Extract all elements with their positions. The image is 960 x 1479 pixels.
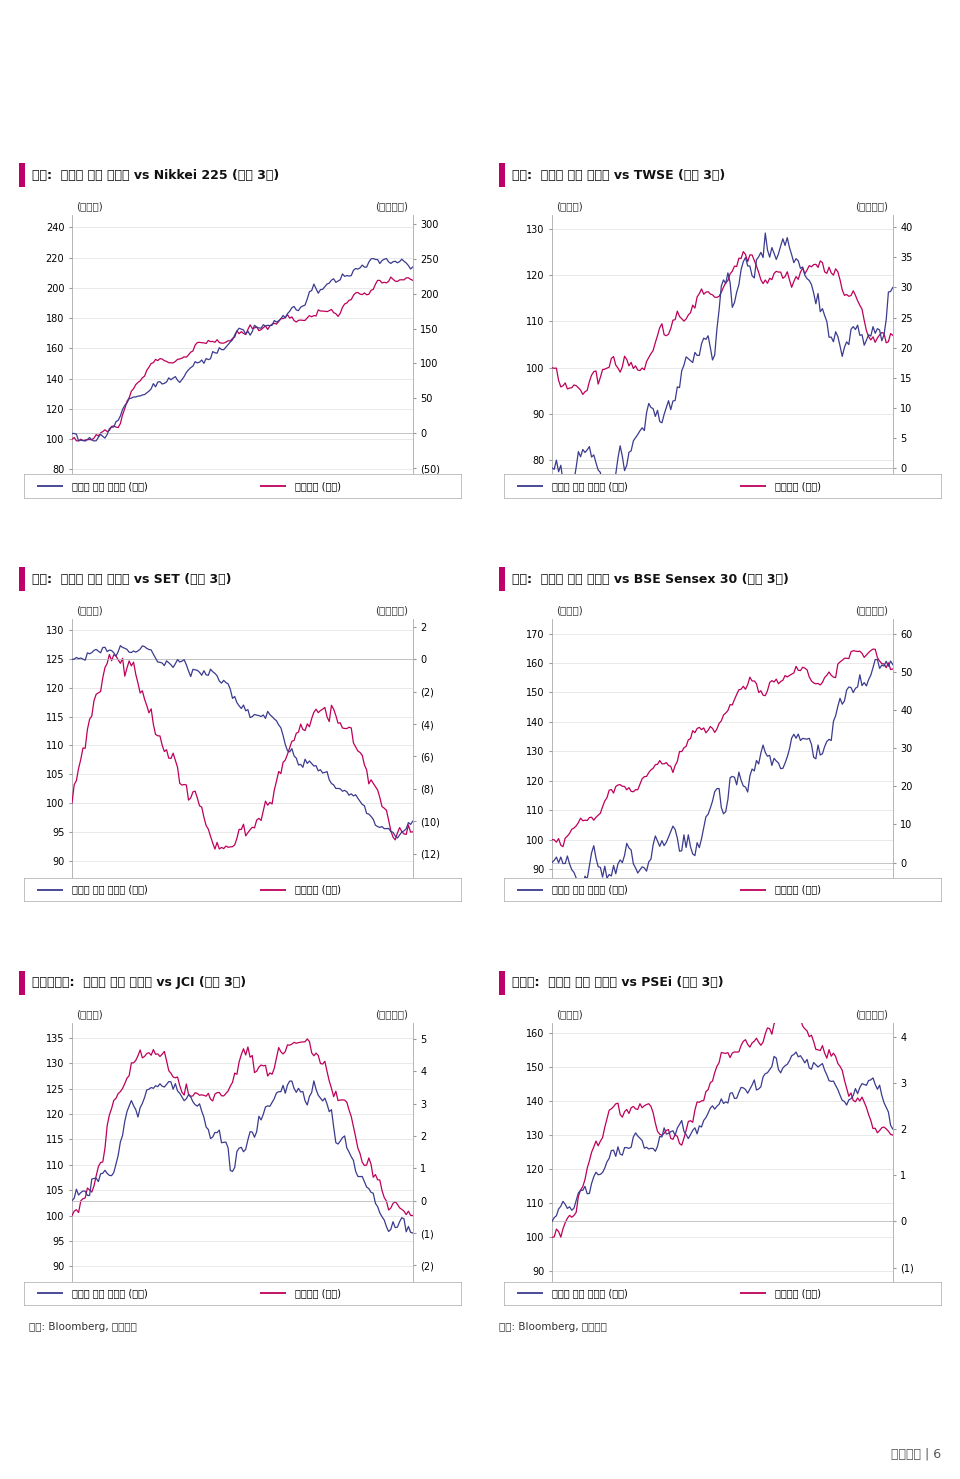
Text: 외국인 누적 순매수 (우측): 외국인 누적 순매수 (우측) [72, 884, 148, 895]
Text: 외국인 누적 순매수 (우측): 외국인 누적 순매수 (우측) [552, 1288, 628, 1299]
Text: (십억달러): (십억달러) [375, 605, 408, 615]
Text: (지수화): (지수화) [77, 1009, 103, 1019]
Text: (십억달러): (십억달러) [375, 201, 408, 211]
Text: 인도네시아:  외국인 누적 순매수 vs JCI (최근 3년): 인도네시아: 외국인 누적 순매수 vs JCI (최근 3년) [32, 976, 246, 989]
Text: 태국:  외국인 누적 순매수 vs SET (최근 3년): 태국: 외국인 누적 순매수 vs SET (최근 3년) [32, 572, 231, 586]
Text: (지수화): (지수화) [77, 605, 103, 615]
Text: 외국인 누적 순매수 (우측): 외국인 누적 순매수 (우측) [72, 1288, 148, 1299]
Text: 주가지수 (좌측): 주가지수 (좌측) [775, 481, 821, 491]
Text: 주가지수 (좌측): 주가지수 (좌측) [775, 1288, 821, 1299]
Text: (지수화): (지수화) [557, 201, 583, 211]
Text: (십억달러): (십억달러) [855, 605, 888, 615]
Text: 2015. 9. 25: 2015. 9. 25 [12, 52, 76, 61]
Text: 일본:  외국인 누적 순매수 vs Nikkei 225 (최근 3년): 일본: 외국인 누적 순매수 vs Nikkei 225 (최근 3년) [32, 169, 279, 182]
Bar [19, 566, 25, 592]
Bar [19, 970, 25, 995]
Text: Fund Flow Weekly: Fund Flow Weekly [13, 15, 169, 31]
Text: 주가지수 (좌측): 주가지수 (좌측) [775, 884, 821, 895]
Text: 외국인 누적 순매수 (우측): 외국인 누적 순매수 (우측) [552, 884, 628, 895]
Text: 삼성증권 | 6: 삼성증권 | 6 [891, 1448, 941, 1460]
Bar [499, 163, 505, 188]
Text: 자료: Bloomberg, 삼성증권: 자료: Bloomberg, 삼성증권 [499, 1322, 607, 1331]
Text: 자료: Bloomberg, 삼성증권: 자료: Bloomberg, 삼성증권 [29, 1322, 136, 1331]
Text: 대만:  외국인 누적 순매수 vs TWSE (최근 3년): 대만: 외국인 누적 순매수 vs TWSE (최근 3년) [512, 169, 725, 182]
Text: (십억달러): (십억달러) [855, 201, 888, 211]
Text: 필리핀:  외국인 누적 순매수 vs PSEi (최근 3년): 필리핀: 외국인 누적 순매수 vs PSEi (최근 3년) [512, 976, 724, 989]
Bar [499, 970, 505, 995]
Text: 주가지수 (좌측): 주가지수 (좌측) [295, 481, 341, 491]
Text: 인도:  외국인 누적 순매수 vs BSE Sensex 30 (최근 3년): 인도: 외국인 누적 순매수 vs BSE Sensex 30 (최근 3년) [512, 572, 789, 586]
Bar [499, 566, 505, 592]
Text: (십억달러): (십억달러) [375, 1009, 408, 1019]
Text: (지수화): (지수화) [557, 1009, 583, 1019]
Text: (십억달러): (십억달러) [855, 1009, 888, 1019]
Text: 주가지수 (좌측): 주가지수 (좌측) [295, 1288, 341, 1299]
Text: (지수화): (지수화) [77, 201, 103, 211]
Text: 주가지수 (좌측): 주가지수 (좌측) [295, 884, 341, 895]
Bar [19, 163, 25, 188]
Text: 외국인 누적 순매수 (우측): 외국인 누적 순매수 (우측) [552, 481, 628, 491]
Text: 외국인 누적 순매수 (우측): 외국인 누적 순매수 (우측) [72, 481, 148, 491]
Text: (지수화): (지수화) [557, 605, 583, 615]
